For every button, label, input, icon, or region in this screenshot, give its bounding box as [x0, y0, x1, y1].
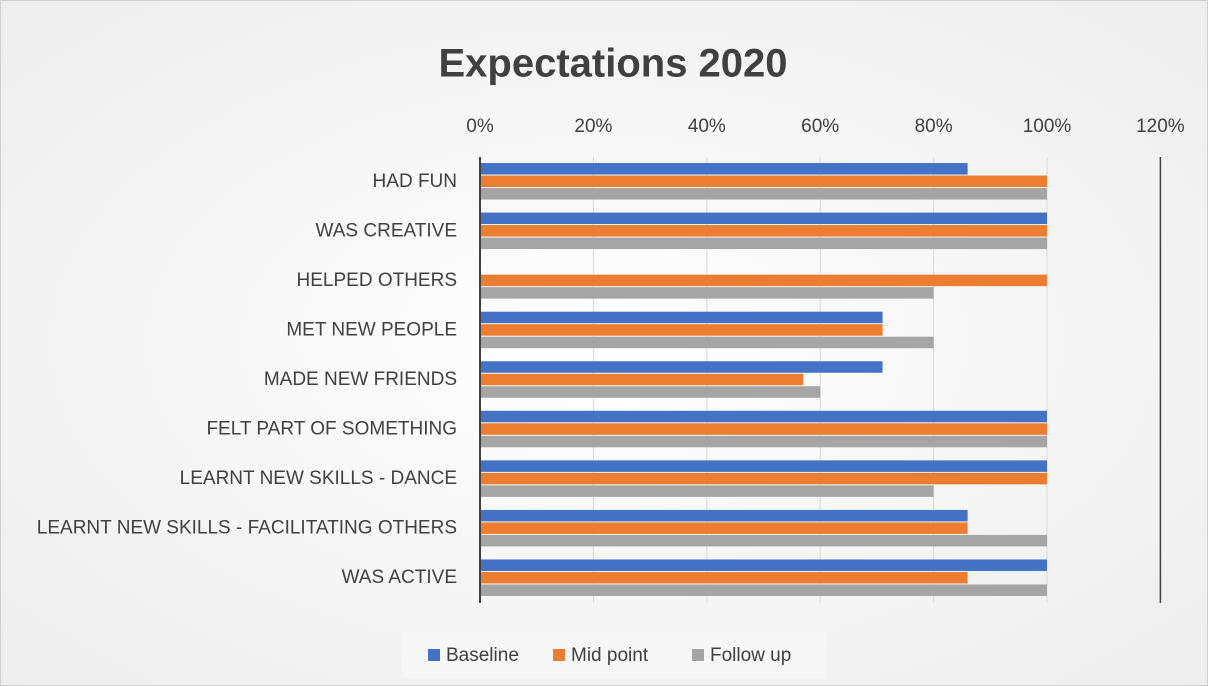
- y-tick-label: WAS ACTIVE: [342, 567, 457, 588]
- legend-label: Follow up: [710, 645, 791, 666]
- bar: [480, 534, 1047, 547]
- y-tick-label: MADE NEW FRIENDS: [264, 369, 457, 390]
- x-tick-label: 100%: [1023, 116, 1072, 137]
- x-tick-label: 0%: [466, 116, 494, 137]
- x-tick-label: 120%: [1136, 116, 1185, 137]
- legend-label: Baseline: [446, 645, 519, 666]
- legend-label: Mid point: [571, 645, 649, 666]
- bar: [480, 188, 1047, 200]
- bar: [480, 472, 1047, 485]
- legend-box: [402, 632, 825, 678]
- bar: [480, 311, 883, 324]
- y-tick-label: LEARNT NEW SKILLS - FACILITATING OTHERS: [37, 518, 457, 539]
- y-tick-label: LEARNT NEW SKILLS - DANCE: [180, 468, 457, 489]
- y-tick-label: WAS CREATIVE: [316, 220, 457, 241]
- bar: [480, 509, 968, 522]
- y-tick-label: FELT PART OF SOMETHING: [206, 419, 457, 440]
- y-tick-label: MET NEW PEOPLE: [286, 319, 457, 340]
- legend-swatch: [553, 649, 565, 661]
- bar: [480, 386, 821, 398]
- bar: [480, 225, 1047, 237]
- x-tick-label: 40%: [688, 116, 726, 137]
- bar: [480, 324, 883, 336]
- bar: [480, 410, 1047, 423]
- chart-title: Expectations 2020: [438, 42, 787, 86]
- legend-swatch: [428, 649, 440, 661]
- bar: [480, 175, 1047, 188]
- bar: [480, 559, 1047, 571]
- bar: [480, 237, 1047, 250]
- bar: [480, 274, 1047, 287]
- x-tick-label: 60%: [801, 116, 839, 137]
- bar: [480, 212, 1047, 225]
- bar: [480, 423, 1047, 435]
- bar: [480, 361, 883, 373]
- bar: [480, 336, 934, 349]
- x-tick-label: 20%: [574, 116, 612, 137]
- bar: [480, 373, 804, 386]
- bar: [480, 522, 968, 534]
- bar: [480, 584, 1047, 596]
- y-tick-label: HELPED OTHERS: [297, 270, 457, 291]
- bar: [480, 460, 1047, 472]
- legend-swatch: [692, 649, 704, 661]
- bar: [480, 163, 968, 175]
- x-tick-label: 80%: [915, 116, 953, 137]
- bar: [480, 287, 934, 299]
- bar: [480, 485, 934, 497]
- bar: [480, 435, 1047, 448]
- bar: [480, 571, 968, 584]
- y-tick-label: HAD FUN: [373, 171, 457, 192]
